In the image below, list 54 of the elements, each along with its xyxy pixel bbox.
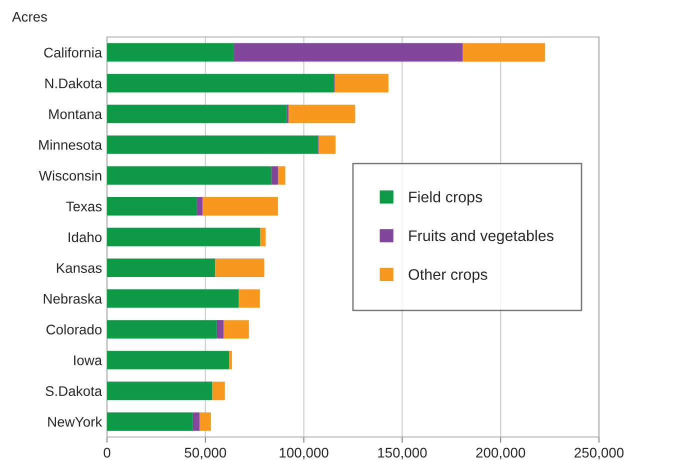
y-tick-label: Minnesota: [39, 140, 102, 150]
bar: [107, 350, 230, 370]
bar: [107, 43, 234, 62]
x-tick-label: 150,000: [378, 448, 427, 460]
bar: [238, 289, 260, 308]
y-tick-label: N.Dakota: [45, 78, 102, 88]
bar: [192, 412, 200, 431]
y-tick-label: NewYork: [48, 416, 102, 427]
bar: [107, 382, 212, 400]
bar: [107, 74, 334, 92]
legend-label: Field crops: [409, 191, 482, 206]
bar: [260, 228, 266, 246]
bar: [462, 43, 546, 62]
bar: [200, 412, 211, 431]
bar: [278, 166, 286, 185]
x-tick-label: 50,000: [184, 448, 226, 460]
bar: [212, 382, 225, 400]
bar: [334, 74, 388, 92]
y-tick-label: Montana: [49, 109, 102, 120]
bar: [229, 350, 232, 370]
x-tick-label: 0: [104, 448, 110, 458]
bar: [107, 320, 217, 339]
bar: [215, 258, 264, 277]
bar: [107, 104, 287, 124]
y-tick-label: Texas: [66, 202, 102, 212]
y-tick-label: S.Dakota: [46, 386, 102, 396]
y-axis-title: Acres: [12, 12, 47, 22]
bar: [202, 197, 278, 216]
bar: [107, 135, 318, 154]
x-tick-label: 200,000: [476, 448, 526, 460]
y-tick-label: Idaho: [68, 232, 102, 242]
bar: [107, 289, 239, 308]
bar: [234, 43, 463, 62]
y-tick-label: Wisconsin: [38, 170, 102, 181]
bar: [107, 197, 197, 216]
bar: [288, 104, 356, 124]
bar: [107, 258, 216, 277]
bar: [216, 320, 224, 339]
legend-label: Other crops: [408, 268, 488, 283]
y-tick-label: Iowa: [74, 356, 102, 366]
legend-label: Fruits and vegetables: [409, 230, 554, 244]
bar: [196, 197, 203, 216]
bar: [107, 228, 260, 246]
x-tick-label: 100,000: [280, 448, 328, 460]
bar: [107, 166, 272, 185]
bar: [107, 412, 193, 431]
x-tick-label: 250,000: [574, 448, 624, 460]
y-tick-label: Nebraska: [44, 294, 102, 304]
bar: [271, 166, 278, 185]
y-tick-label: Kansas: [56, 263, 102, 273]
y-tick-label: Colorado: [46, 324, 102, 334]
bar: [318, 135, 336, 154]
y-tick-label: California: [44, 47, 102, 58]
bar: [224, 320, 249, 339]
